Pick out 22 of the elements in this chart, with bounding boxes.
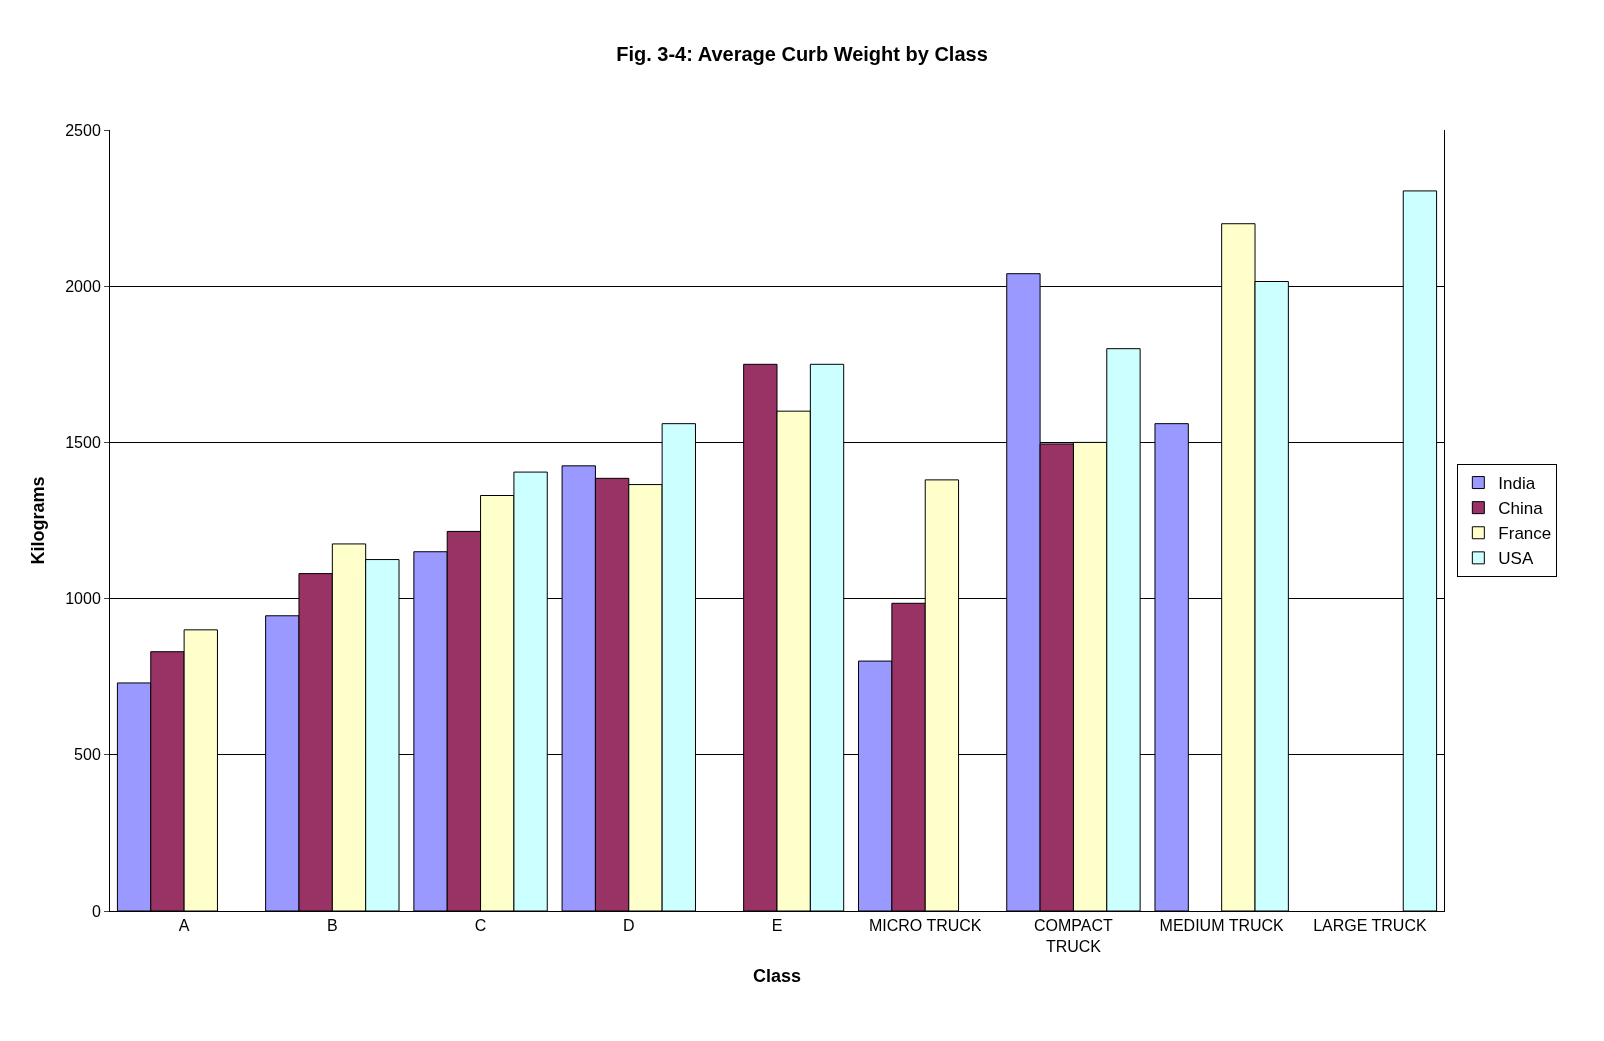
y-tick-label: 2000	[65, 277, 101, 295]
x-tick-label: A	[178, 917, 190, 935]
y-tick-label: 1500	[65, 434, 101, 451]
x-tick-label: COMPACT TRUCK	[1034, 917, 1114, 955]
x-tick-label: MICRO TRUCK	[868, 917, 982, 935]
x-tick-label: C	[474, 917, 487, 935]
y-tick-label: 1000	[65, 590, 101, 608]
legend-label: China	[1498, 499, 1544, 519]
y-tick-label: 2500	[65, 121, 101, 139]
x-tick-label: B	[326, 917, 338, 935]
x-tick-label: E	[771, 917, 783, 935]
y-tick-label: 500	[74, 746, 101, 764]
legend-label: India	[1498, 474, 1536, 494]
x-axis-title: Class	[752, 966, 802, 987]
legend-label: USA	[1498, 549, 1534, 569]
x-tick-label: D	[623, 917, 635, 935]
legend-label: France	[1498, 524, 1552, 544]
x-tick-label: LARGE TRUCK	[1313, 917, 1427, 935]
x-tick-label: MEDIUM TRUCK	[1159, 917, 1285, 935]
chart-title: Fig. 3-4: Average Curb Weight by Class	[616, 42, 988, 65]
y-axis-title: Kilograms	[28, 476, 49, 565]
y-tick-label: 0	[91, 902, 101, 920]
